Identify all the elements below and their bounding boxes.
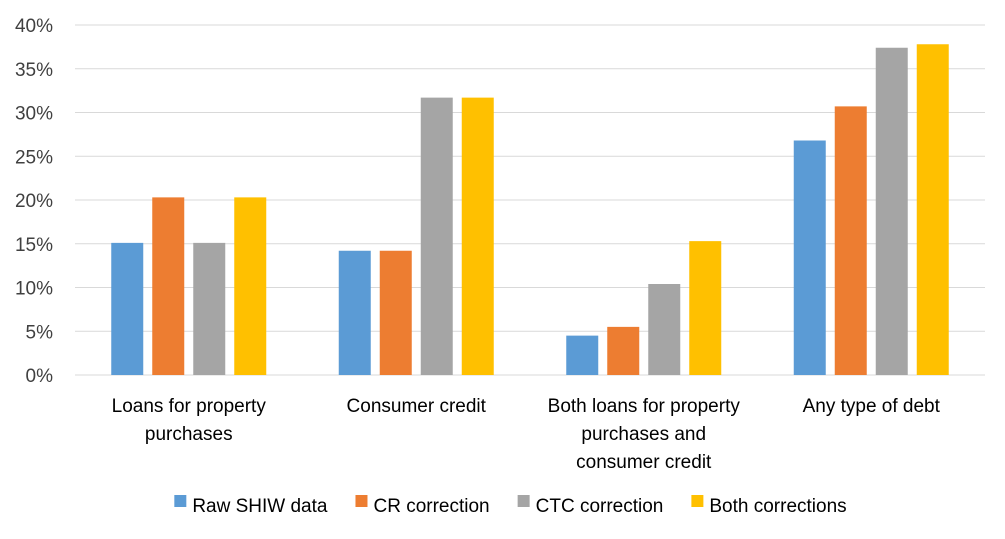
y-tick-label: 0% (26, 366, 54, 387)
category-label: consumer credit (576, 452, 712, 473)
legend-label: CR correction (373, 496, 489, 517)
y-tick-label: 10% (15, 279, 53, 300)
bar (875, 47, 908, 375)
bar (793, 140, 826, 375)
bar (234, 197, 267, 375)
bar (689, 241, 722, 375)
bar (338, 250, 371, 375)
x-axis-categories: Loans for property purchases Consumer cred… (112, 396, 941, 473)
bars (111, 44, 949, 375)
bar (607, 326, 640, 375)
bar (648, 284, 681, 375)
legend-label: Raw SHIW data (192, 496, 328, 517)
y-tick-label: 40% (15, 16, 53, 37)
bar (916, 44, 949, 375)
legend-label: CTC correction (536, 496, 664, 517)
grid-lines (75, 24, 985, 376)
bar (566, 335, 599, 375)
bar (111, 242, 144, 375)
bar (193, 242, 226, 375)
category-label: Both loans for property (548, 396, 741, 417)
y-tick-label: 25% (15, 147, 53, 168)
bar (379, 250, 412, 375)
bar (461, 97, 494, 375)
category-label: purchases (145, 424, 233, 445)
legend-swatch (355, 495, 368, 507)
y-tick-label: 20% (15, 191, 53, 212)
y-tick-label: 30% (15, 104, 53, 125)
category-label: Any type of debt (803, 396, 941, 417)
category-label: Loans for property (112, 396, 267, 417)
legend: Raw SHIW data CR correction CTC correction… (174, 495, 847, 517)
y-tick-label: 5% (26, 322, 54, 343)
bar (152, 197, 185, 375)
legend-swatch (517, 495, 530, 507)
legend-swatch (691, 495, 704, 507)
category-label: Consumer credit (347, 396, 487, 417)
y-axis-ticks: 0% 5% 10% 15% 20% 25% 30% 35% 40% (15, 16, 53, 387)
legend-label: Both corrections (709, 496, 846, 517)
legend-swatch (174, 495, 187, 507)
bar (834, 106, 867, 375)
category-label: purchases and (581, 424, 706, 445)
bar (420, 97, 453, 375)
y-tick-label: 15% (15, 235, 53, 256)
y-tick-label: 35% (15, 60, 53, 81)
